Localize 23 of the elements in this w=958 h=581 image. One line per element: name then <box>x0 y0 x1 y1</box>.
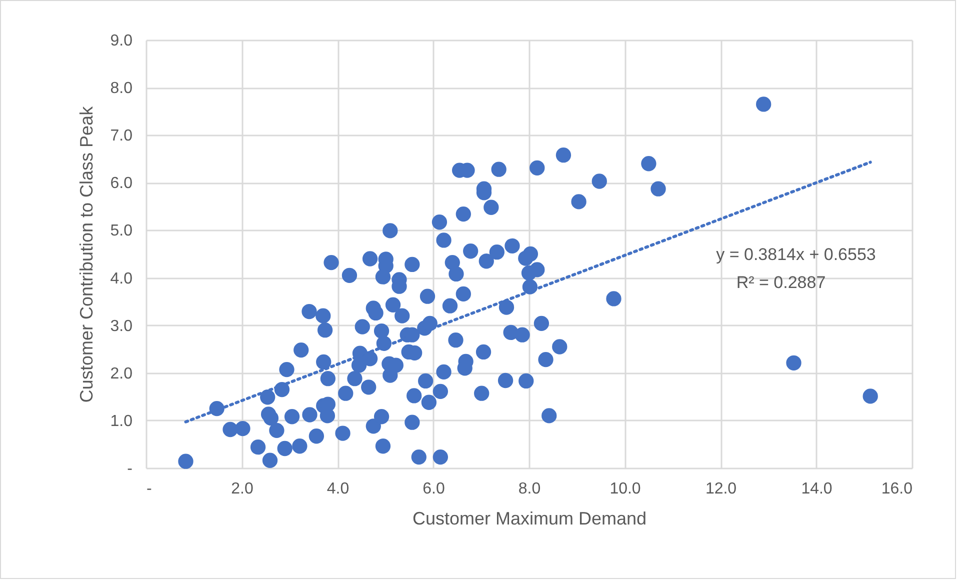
y-tick-label: 3.0 <box>110 318 133 335</box>
y-tick-label: 4.0 <box>110 270 133 288</box>
y-tick-label: 5.0 <box>110 222 133 240</box>
x-tick-label: 6.0 <box>422 480 445 498</box>
annotation: y = 0.3814x + 0.6553 <box>716 245 876 264</box>
y-axis-title: Customer Contribution to Class Peak <box>76 105 96 403</box>
annotation: R² = 0.2887 <box>736 273 826 292</box>
x-tick-label: - <box>146 480 152 498</box>
x-axis-title: Customer Maximum Demand <box>412 508 647 528</box>
y-tick-label: 8.0 <box>110 80 133 98</box>
y-tick-label: 7.0 <box>110 128 133 145</box>
x-tick-label: 8.0 <box>518 480 541 498</box>
x-tick-label: 14.0 <box>801 480 832 498</box>
y-tick-label: 1.0 <box>110 412 133 430</box>
x-tick-label: 2.0 <box>231 480 254 498</box>
y-tick-label: 9.0 <box>110 32 133 50</box>
x-tick-label: 16.0 <box>881 480 913 498</box>
y-tick-label: - <box>127 460 132 478</box>
x-tick-label: 4.0 <box>326 480 350 498</box>
x-tick-label: 10.0 <box>610 480 641 498</box>
y-tick-label: 2.0 <box>110 365 133 382</box>
y-tick-label: 6.0 <box>110 175 133 192</box>
x-tick-label: 12.0 <box>705 480 737 498</box>
